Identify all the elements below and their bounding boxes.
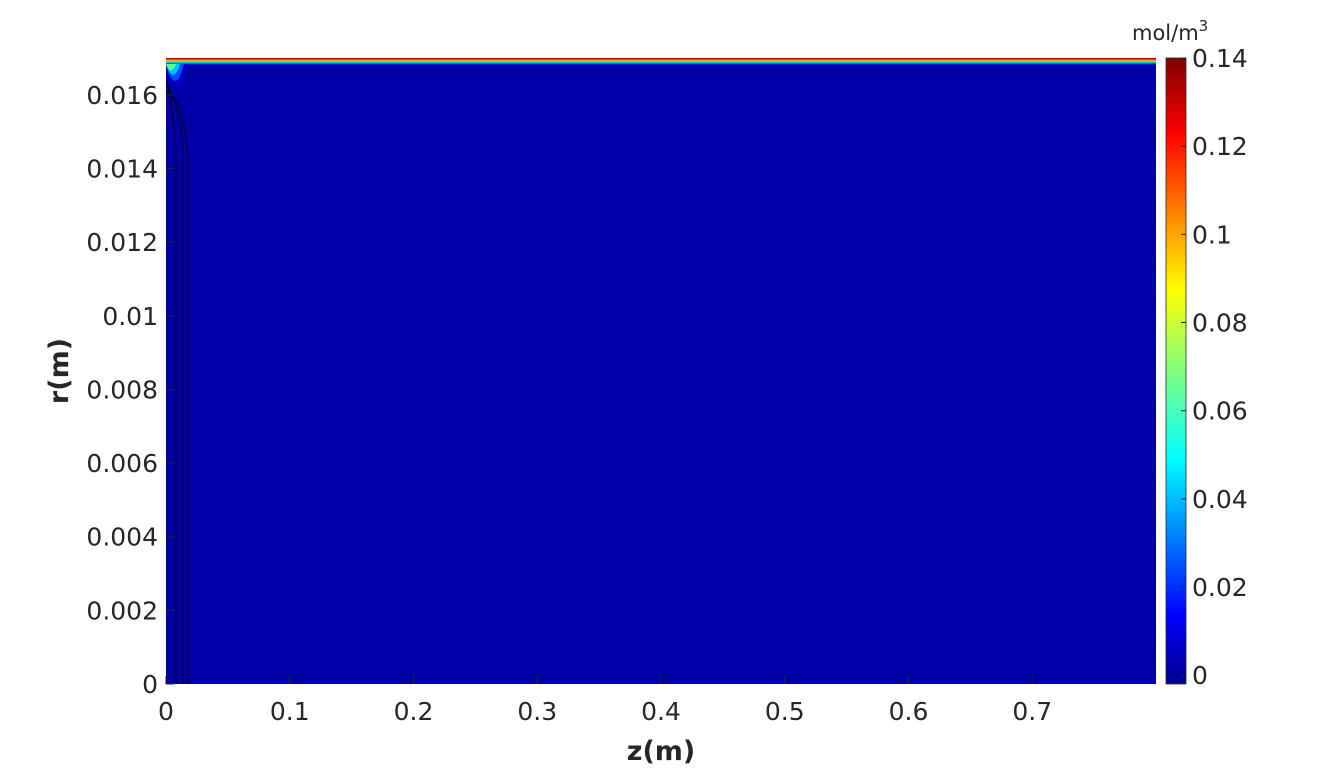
x-tick-label: 0.3 [517,697,557,726]
x-axis: 0 0.1 0.2 0.3 0.4 0.5 0.6 0.7 [158,676,1052,726]
colorbar-tick-label: 0 [1192,661,1208,690]
y-tick-label: 0.01 [102,302,158,331]
x-tick-label: 0.4 [641,697,681,726]
y-tick-label: 0.006 [86,449,158,478]
colorbar-tick-label: 0.08 [1192,309,1248,338]
entrance-contour-line [166,91,189,684]
entrance-contour-fill [166,64,176,71]
y-axis-label: r(m) [44,338,75,404]
y-tick-label: 0.012 [86,228,158,257]
x-axis-label: z(m) [627,736,696,767]
x-tick-label: 0.6 [889,697,929,726]
boundary-layer-band [166,59,1156,61]
colorbar-tick-label: 0.12 [1192,132,1248,161]
boundary-layer-band [166,58,1156,60]
x-tick-label: 0 [158,697,174,726]
colorbar-gradient [1165,57,1187,685]
boundary-layer-band [166,64,1156,66]
colorbar: 0 0.02 0.04 0.06 0.08 0.1 0.12 0.14 [1165,44,1248,690]
colorbar-tick-label: 0.14 [1192,44,1248,73]
boundary-layer-band [166,62,1156,64]
colorbar-units-exponent: 3 [1199,17,1209,35]
x-tick-label: 0.7 [1012,697,1052,726]
entrance-contour-line [166,79,177,684]
y-axis: 0 0.002 0.004 0.006 0.008 0.01 0.012 0.014 0.016 [86,81,174,699]
boundary-layer-band [166,63,1156,65]
colorbar-tick-label: 0.1 [1192,220,1232,249]
x-tick-label: 0.2 [394,697,434,726]
y-tick-label: 0.002 [86,596,158,625]
y-tick-label: 0.014 [86,154,158,183]
boundary-layer-band [166,61,1156,63]
x-tick-label: 0.1 [270,697,310,726]
colorbar-tick-label: 0.06 [1192,397,1248,426]
y-tick-label: 0 [142,670,158,699]
colorbar-tick-label: 0.02 [1192,573,1248,602]
y-tick-label: 0.004 [86,523,158,552]
x-tick-label: 0.5 [765,697,805,726]
colorbar-units: mol/m3 [1132,17,1208,45]
y-tick-label: 0.016 [86,81,158,110]
entrance-contour-line [166,85,184,684]
colorbar-tick-label: 0.04 [1192,485,1248,514]
concentration-field [166,58,1156,684]
boundary-layer-band [166,60,1156,62]
colorbar-units-base: mol/m [1132,21,1199,45]
y-tick-label: 0.008 [86,375,158,404]
